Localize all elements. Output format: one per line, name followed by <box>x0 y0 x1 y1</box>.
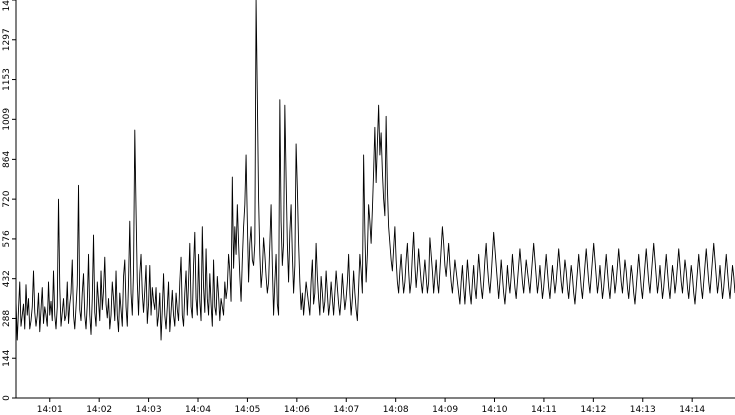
x-tick-label: 14:10 <box>482 405 508 415</box>
y-tick-label: 1297 <box>2 28 12 51</box>
x-tick-label: 14:01 <box>37 405 63 415</box>
y-tick-label: 864 <box>2 151 12 168</box>
x-tick-label: 14:12 <box>580 405 606 415</box>
y-tick-label: 0 <box>2 395 12 401</box>
x-tick-label: 14:08 <box>383 405 409 415</box>
x-tick-label: 14:04 <box>185 405 211 415</box>
y-tick-label: 720 <box>2 190 12 207</box>
plot-area <box>15 0 735 341</box>
y-tick-label: 1009 <box>2 108 12 131</box>
y-axis: 0 144 288 432 576 720 864 1009 1153 1297 1441 <box>2 0 17 401</box>
x-tick-label: 14:03 <box>136 405 162 415</box>
x-tick-label: 14:09 <box>432 405 458 415</box>
y-tick-label: 144 <box>2 349 12 366</box>
y-tick-label: 576 <box>2 230 12 247</box>
y-tick-label: 288 <box>2 310 12 327</box>
x-axis: 14:01 14:02 14:03 14:04 14:05 14:06 14:07 14:08… <box>16 397 735 415</box>
y-tick-label: 1153 <box>2 68 12 91</box>
series-line-0 <box>15 0 735 341</box>
x-tick-label: 14:11 <box>531 405 557 415</box>
x-tick-label: 14:07 <box>333 405 359 415</box>
x-tick-label: 14:05 <box>234 405 260 415</box>
x-tick-label: 14:06 <box>284 405 310 415</box>
y-tick-label: 1441 <box>2 0 12 11</box>
y-tick-label: 432 <box>2 270 12 287</box>
x-tick-label: 14:02 <box>86 405 112 415</box>
x-tick-label: 14:13 <box>630 405 656 415</box>
x-tick-label: 14:14 <box>679 405 705 415</box>
